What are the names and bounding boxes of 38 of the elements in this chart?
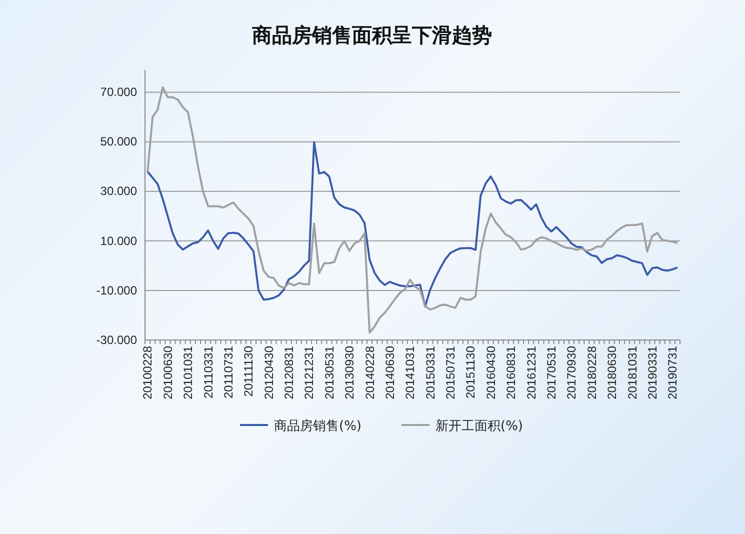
y-tick-label: 10.000 [100,234,138,248]
x-tick-label: 20180630 [605,346,620,400]
x-tick-label: 20160430 [484,346,498,400]
legend-label: 商品房销售(%) [274,418,362,434]
y-tick-label: -30.000 [96,332,138,347]
x-tick-label: 20181031 [625,346,640,400]
x-tick-label: 20130531 [322,346,336,400]
x-tick-label: 20150331 [423,346,438,400]
y-tick-label: 50.000 [100,134,138,149]
x-tick-label: 20121231 [302,346,316,400]
x-tick-label: 20150731 [444,346,458,400]
x-tick-label: 20100630 [160,346,175,400]
x-tick-label: 20110731 [221,346,236,398]
y-tick-label: -10.000 [96,283,138,298]
legend-label: 新开工面积(%) [436,419,523,434]
x-tick-label: 20101031 [181,346,196,400]
x-tick-label: 20141031 [403,346,418,400]
x-tick-label: 20180228 [584,346,599,400]
x-tick-label: 20140630 [382,346,397,400]
line-series [146,141,678,308]
x-tick-label: 20111130 [242,346,256,397]
x-tick-label: 20170930 [564,346,579,400]
x-tick-label: 20190331 [645,346,660,400]
x-tick-label: 20100228 [140,346,155,400]
x-tick-label: 20130930 [342,346,357,400]
x-tick-label: 20160831 [504,346,518,400]
y-tick-label: 70.000 [100,85,138,100]
x-tick-label: 20120430 [262,346,276,400]
x-tick-label: 20120831 [282,346,296,400]
x-tick-label: 20170531 [544,346,558,400]
chart-title: 商品房销售面积呈下滑趋势 [251,23,492,47]
x-tick-label: 20161231 [524,346,538,400]
x-tick-label: 20140228 [362,346,377,400]
y-tick-label: 30.000 [100,184,138,198]
x-tick-label: 20110331 [201,346,216,398]
x-tick-label: 20151130 [464,346,478,398]
line-series [146,86,678,334]
x-tick-label: 20190731 [666,346,680,400]
